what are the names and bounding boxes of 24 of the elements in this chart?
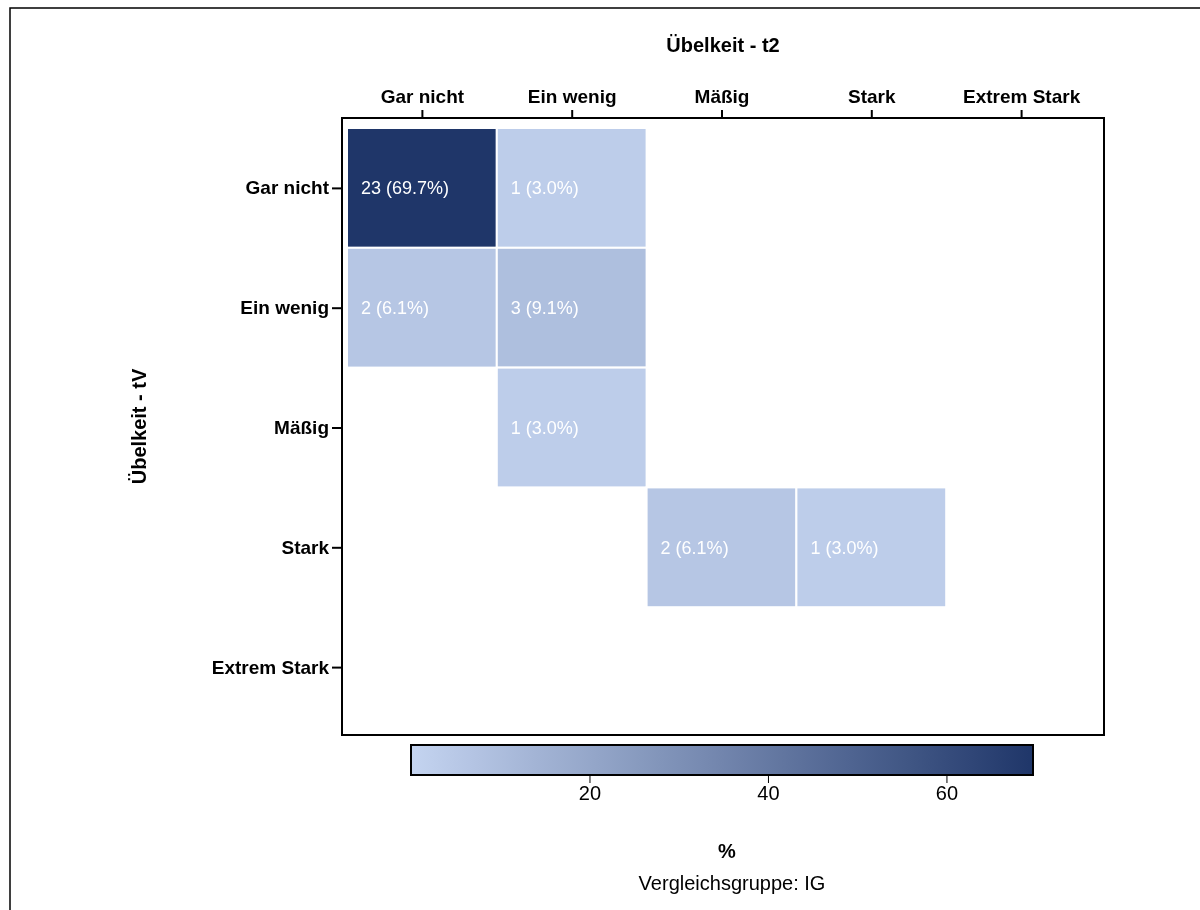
x-tick-label: Ein wenig	[527, 86, 617, 108]
color-bar-label: 20	[578, 782, 602, 805]
data-label: 1 (3.0%)	[810, 537, 879, 558]
text: Vergleichsgruppe: IG	[638, 872, 826, 894]
x-tick-label: Mäßig	[694, 86, 750, 108]
x-tick-label: Stark	[848, 86, 896, 108]
x-tick-label: Extrem Stark	[962, 86, 1081, 108]
x-tick-label: Gar nicht	[380, 86, 465, 108]
color-bar-title: %	[718, 840, 737, 862]
data-label: 2 (6.1%)	[660, 537, 729, 558]
data-label: 23 (69.7%)	[361, 178, 450, 199]
color-bar-label: 60	[935, 782, 959, 805]
y-axis-title: Übelkeit - tV	[128, 368, 150, 485]
color-bar-label: 40	[757, 782, 780, 805]
y-tick-label: Stark	[281, 536, 330, 558]
data-label: 1 (3.0%)	[510, 417, 579, 438]
y-tick-label: Mäßig	[274, 417, 329, 439]
y-tick-label: Ein wenig	[240, 297, 329, 319]
y-tick-label: Extrem Stark	[211, 656, 330, 678]
x-axis-title: Übelkeit - t2	[666, 34, 780, 56]
data-label: 2 (6.1%)	[361, 298, 430, 318]
data-label: 1 (3.0%)	[510, 178, 579, 199]
y-tick-label: Gar nicht	[245, 177, 330, 199]
data-label: 3 (9.1%)	[510, 298, 579, 318]
